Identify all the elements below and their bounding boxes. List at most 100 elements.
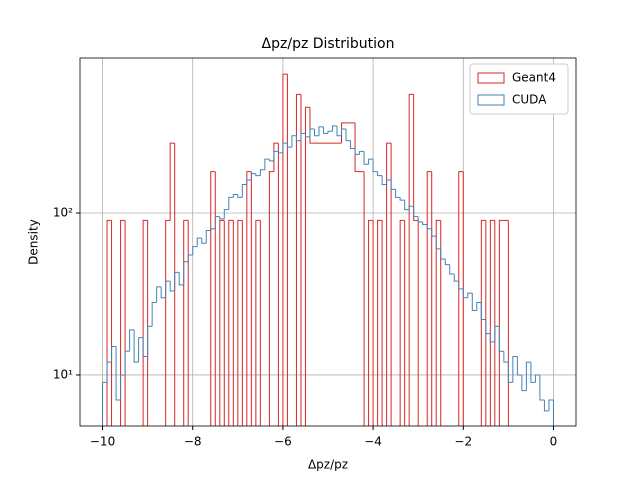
chart-title: Δpz/pz Distribution — [262, 36, 395, 52]
histogram-bin — [300, 132, 306, 141]
histogram-bin — [165, 280, 171, 298]
legend-swatch — [477, 72, 505, 84]
histogram-bin — [498, 326, 504, 352]
histogram-bin — [431, 228, 437, 237]
histogram-bin — [345, 129, 351, 142]
histogram-bin — [489, 219, 495, 426]
histogram-bin — [219, 216, 225, 220]
histogram-bin — [521, 374, 527, 392]
x-tick-label: −10 — [90, 435, 115, 449]
histogram-bin — [115, 346, 121, 401]
histogram-bin — [408, 93, 414, 426]
histogram-bin — [404, 200, 410, 211]
histogram-bin — [282, 73, 288, 426]
histogram-bin — [273, 150, 279, 161]
histogram-bin — [210, 228, 216, 231]
histogram-bin — [462, 288, 468, 299]
histogram-bin — [147, 325, 153, 357]
histogram-bin — [295, 135, 301, 142]
histogram-bin — [413, 206, 419, 218]
histogram-bin — [404, 220, 406, 426]
y-tick-label: 10² — [53, 206, 73, 220]
histogram-bin — [192, 246, 198, 256]
histogram-bin — [381, 175, 387, 185]
histogram-bin — [165, 219, 171, 426]
histogram-bin — [183, 261, 189, 285]
histogram-bin — [399, 197, 405, 201]
histogram-bin — [304, 133, 310, 138]
histogram-bin — [507, 220, 509, 426]
histogram-bin — [124, 220, 126, 426]
histogram-bin — [489, 333, 495, 343]
histogram-bin — [156, 286, 162, 303]
histogram-bin — [174, 271, 180, 291]
histogram-bin — [169, 142, 175, 221]
histogram-bin — [250, 173, 256, 180]
axes-frame — [79, 57, 577, 427]
histogram-bin — [336, 125, 342, 137]
histogram-bin — [354, 148, 360, 155]
x-tick-label: −2 — [454, 435, 472, 449]
histogram-bin — [368, 219, 374, 426]
histogram-bin — [377, 171, 383, 177]
histogram-bin — [124, 350, 130, 375]
histogram-bin — [142, 337, 148, 358]
histogram-bin — [480, 219, 486, 426]
histogram-bin — [214, 216, 220, 229]
histogram-bin — [111, 345, 117, 363]
histogram-bin — [259, 220, 261, 426]
x-tick-label: −8 — [184, 435, 202, 449]
histogram-bin — [259, 169, 265, 176]
histogram-bin — [462, 171, 464, 426]
histogram-bin — [368, 158, 374, 165]
histogram-bin — [232, 194, 238, 198]
y-tick-label: 10¹ — [53, 367, 73, 381]
histogram-bin — [498, 219, 504, 426]
histogram-bin — [372, 220, 374, 426]
histogram-bin — [341, 122, 347, 144]
histogram-bin — [241, 220, 243, 426]
histogram-bin — [133, 329, 139, 363]
histogram-bin — [241, 183, 247, 198]
histogram-bin — [485, 319, 491, 335]
histogram-bin — [530, 362, 536, 383]
histogram-bin — [350, 140, 356, 150]
histogram-bin — [426, 224, 432, 230]
histogram-bin — [313, 129, 319, 137]
histogram-bin — [516, 356, 522, 376]
histogram-bin — [512, 356, 518, 383]
histogram-bin — [232, 220, 234, 426]
histogram-bin — [417, 216, 423, 223]
histogram-bin — [300, 94, 302, 426]
histogram-bin — [106, 219, 112, 426]
histogram-bin — [106, 361, 112, 383]
histogram-bin — [354, 122, 360, 173]
histogram-bin — [309, 128, 315, 137]
histogram-bin — [102, 381, 108, 426]
histogram-bin — [458, 171, 464, 426]
histogram-bin — [147, 220, 149, 426]
histogram-bin — [435, 219, 441, 426]
histogram-bin — [494, 325, 500, 342]
histogram-bin — [277, 143, 279, 426]
histogram-bin — [359, 150, 365, 155]
histogram-bin — [395, 189, 401, 198]
legend-label: CUDA — [512, 93, 547, 107]
histogram-bin — [539, 374, 545, 401]
histogram-bin — [332, 125, 338, 132]
histogram-bin — [467, 292, 473, 298]
histogram-bin — [503, 351, 509, 363]
histogram-bin — [534, 374, 540, 383]
histogram-bin — [327, 130, 333, 134]
histogram-bin — [507, 362, 513, 383]
histogram-bin — [390, 179, 396, 190]
legend-box — [469, 63, 569, 115]
histogram-bin — [201, 238, 207, 244]
histogram-bin — [381, 220, 383, 426]
histogram-bin — [341, 128, 347, 136]
histogram-bin — [255, 219, 261, 426]
histogram-bin — [399, 219, 405, 426]
histogram-bin — [246, 171, 252, 426]
x-axis-label: Δpz/pz — [308, 458, 348, 472]
